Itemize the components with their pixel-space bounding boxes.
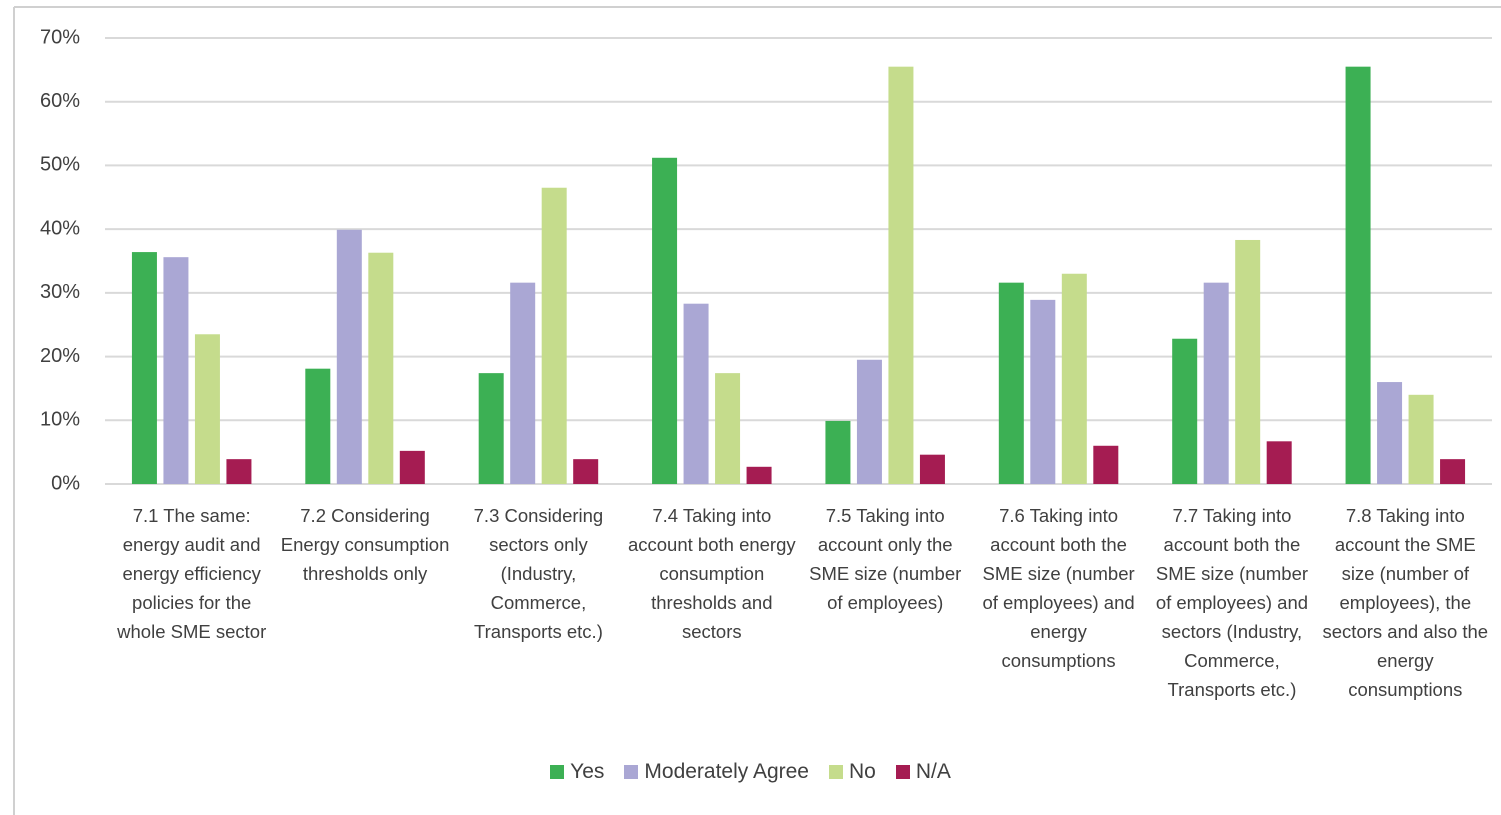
bar	[825, 420, 851, 484]
y-tick-label: 50%	[40, 154, 80, 176]
legend-item: No	[829, 760, 876, 784]
bar	[652, 157, 678, 485]
bar	[919, 454, 945, 484]
bar	[683, 303, 709, 484]
legend-swatch	[550, 765, 565, 779]
y-tick-label: 30%	[40, 281, 80, 303]
legend-item: N/A	[895, 760, 951, 784]
legend: Yes Moderately Agree No N/A	[0, 760, 1501, 784]
bar	[715, 373, 741, 484]
bar	[1408, 394, 1434, 484]
y-tick-label: 20%	[40, 345, 80, 367]
bar	[131, 252, 157, 484]
bar	[1093, 445, 1119, 484]
bar	[1235, 239, 1261, 484]
bar	[368, 252, 394, 484]
bar	[510, 282, 536, 484]
bar	[1440, 459, 1466, 484]
x-tick-label: 7.1 The same: energy audit and energy ef…	[117, 505, 267, 642]
bar	[746, 466, 772, 484]
bar	[1061, 273, 1087, 484]
legend-label: Moderately Agree	[644, 760, 809, 783]
bar	[226, 459, 252, 484]
y-tick-label: 10%	[40, 409, 80, 431]
legend-swatch	[829, 765, 843, 779]
legend-swatch	[624, 765, 639, 779]
legend-label: N/A	[915, 760, 951, 783]
x-tick-label: 7.8 Taking into account the SME size (nu…	[1322, 505, 1489, 700]
bar	[541, 187, 567, 484]
legend-swatch	[895, 765, 910, 779]
x-tick-label: 7.3 Considering sectors only (Industry, …	[473, 505, 604, 642]
legend-item: Moderately Agree	[624, 760, 809, 784]
bar	[1345, 66, 1371, 485]
legend-item: Yes	[550, 760, 604, 784]
bar	[998, 282, 1024, 484]
bar	[888, 66, 914, 485]
bar	[1030, 299, 1056, 484]
bar	[573, 459, 599, 484]
bar	[1266, 441, 1292, 484]
x-tick-label: 7.6 Taking into account both the SME siz…	[982, 505, 1135, 671]
bar	[163, 257, 189, 484]
bar	[856, 359, 882, 484]
legend-label: Yes	[570, 760, 605, 783]
bar	[1377, 382, 1403, 484]
x-tick-label: 7.5 Taking into account only the SME siz…	[809, 505, 962, 613]
y-tick-label: 40%	[40, 217, 80, 239]
y-tick-label: 70%	[40, 26, 80, 48]
x-tick-label: 7.2 Considering Energy consumption thres…	[280, 505, 450, 584]
bar	[305, 368, 331, 484]
bar	[1172, 338, 1198, 484]
legend-label: No	[849, 760, 876, 783]
bar	[336, 229, 362, 484]
bar	[399, 450, 425, 484]
y-tick-label: 0%	[51, 472, 80, 494]
x-tick-label: 7.4 Taking into account both energy cons…	[627, 505, 796, 642]
y-tick-label: 60%	[40, 90, 80, 112]
bar	[1203, 282, 1229, 484]
x-tick-label: 7.7 Taking into account both the SME siz…	[1155, 505, 1309, 700]
bar	[194, 334, 220, 484]
bar	[478, 373, 504, 484]
